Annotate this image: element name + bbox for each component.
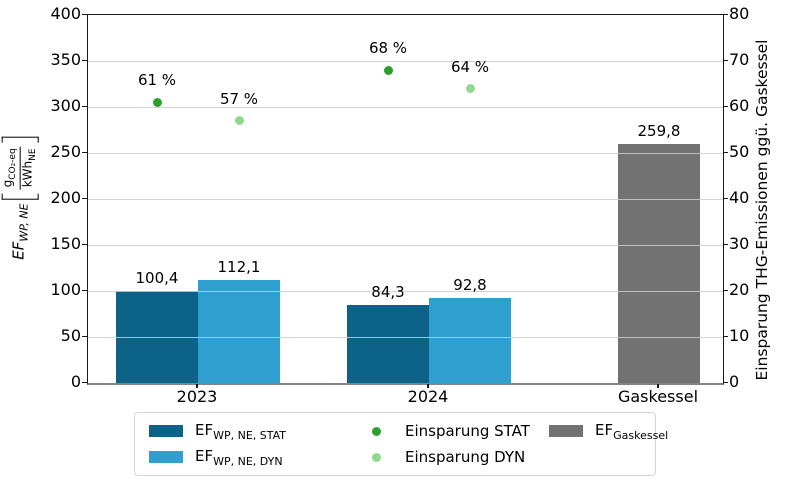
point-value-label: 64 % — [450, 57, 490, 76]
legend-swatch-icon — [149, 451, 183, 463]
legend-label: EFGaskessel — [595, 420, 669, 442]
right-tick-mark — [723, 289, 728, 291]
legend-label: Einsparung STAT — [405, 422, 530, 440]
point-einsparung-stat — [152, 97, 162, 107]
left-axis-tick-label: 0 — [70, 372, 81, 391]
bar-ef-gaskessel — [618, 143, 700, 383]
left-axis-tick-label: 400 — [50, 4, 81, 23]
left-axis-tick-label: 250 — [50, 142, 81, 161]
bar-ef-wp-ne-stat — [116, 290, 198, 383]
right-tick-mark — [723, 335, 728, 337]
right-tick-mark — [723, 13, 728, 15]
right-axis-tick-label: 60 — [729, 96, 750, 115]
left-tick-mark — [82, 289, 87, 291]
gridline — [88, 107, 723, 108]
gridline — [88, 337, 723, 338]
point-value-label: 61 % — [137, 71, 177, 90]
legend-item-ef-wp-ne-dyn: EFWP, NE, DYN — [149, 444, 359, 470]
legend-dot-icon — [359, 426, 393, 436]
gridline — [88, 153, 723, 154]
x-axis-tick-label: 2023 — [176, 387, 218, 406]
gridline — [88, 61, 723, 62]
bar-value-label: 92,8 — [453, 275, 487, 294]
left-tick-mark — [82, 151, 87, 153]
bar-ef-wp-ne-dyn — [198, 279, 280, 383]
left-tick-mark — [82, 105, 87, 107]
right-axis-tick-label: 80 — [729, 4, 750, 23]
right-bracket — [1, 136, 39, 143]
legend-item-ef-gaskessel: EFGaskessel — [549, 418, 668, 444]
plot-area: 100,4 84,3 112,1 92,8 259,8 61 % 68 % 57 % 64 % — [87, 14, 724, 385]
bottom-tick-mark — [657, 384, 659, 388]
right-tick-mark — [723, 105, 728, 107]
right-axis-tick-label: 20 — [729, 280, 750, 299]
left-tick-mark — [82, 335, 87, 337]
right-axis-tick-label: 30 — [729, 234, 750, 253]
gridline — [88, 245, 723, 246]
left-axis-tick-label: 100 — [50, 280, 81, 299]
left-axis-tick-label: 50 — [60, 326, 81, 345]
gridline — [88, 199, 723, 200]
x-axis-tick-label: 2024 — [407, 387, 449, 406]
right-axis-tick-label: 0 — [729, 372, 740, 391]
legend-item-einsparung-dyn: Einsparung DYN — [359, 444, 549, 470]
left-axis-label: EFWP, NE gCO₂-eq kWhNE — [1, 136, 39, 260]
bar-ef-wp-ne-dyn — [429, 297, 511, 383]
right-tick-mark — [723, 243, 728, 245]
right-axis-tick-label: 50 — [729, 142, 750, 161]
point-einsparung-dyn — [465, 84, 475, 94]
right-tick-mark — [723, 59, 728, 61]
color-swatch — [549, 425, 583, 437]
legend-swatch-icon — [149, 425, 183, 437]
right-axis-tick-label: 40 — [729, 188, 750, 207]
color-dot — [371, 452, 381, 462]
bar-value-label: 112,1 — [217, 257, 261, 276]
left-tick-mark — [82, 13, 87, 15]
left-axis-unit-fraction: gCO₂-eq kWhNE — [1, 146, 39, 190]
bottom-tick-mark — [427, 384, 429, 388]
bar-value-label: 100,4 — [135, 268, 179, 287]
left-axis-tick-label: 200 — [50, 188, 81, 207]
color-swatch — [149, 451, 183, 463]
left-tick-mark — [82, 243, 87, 245]
legend-label: EFWP, NE, DYN — [195, 446, 283, 468]
bar-value-label: 259,8 — [637, 121, 681, 140]
left-axis-tick-label: 150 — [50, 234, 81, 253]
left-axis-label-symbol: EFWP, NE — [9, 203, 31, 260]
right-tick-mark — [723, 151, 728, 153]
legend-label: EFWP, NE, STAT — [195, 420, 287, 442]
legend-swatch-icon — [549, 425, 583, 437]
fraction-denominator: kWhNE — [20, 148, 38, 188]
point-value-label: 68 % — [368, 39, 408, 58]
left-axis-tick-label: 350 — [50, 50, 81, 69]
bar-ef-wp-ne-stat — [347, 305, 429, 383]
right-tick-mark — [723, 381, 728, 383]
left-axis-tick-label: 300 — [50, 96, 81, 115]
left-tick-mark — [82, 381, 87, 383]
legend: EFWP, NE, STAT EFWP, NE, DYN Einsparung ST… — [134, 412, 668, 476]
gridline — [88, 291, 723, 292]
legend-item-ef-wp-ne-stat: EFWP, NE, STAT — [149, 418, 359, 444]
legend-dot-icon — [359, 452, 393, 462]
right-axis-tick-label: 70 — [729, 50, 750, 69]
left-tick-mark — [82, 197, 87, 199]
legend-label: Einsparung DYN — [405, 448, 526, 466]
left-tick-mark — [82, 59, 87, 61]
right-axis-tick-label: 10 — [729, 326, 750, 345]
left-bracket — [1, 193, 39, 200]
point-einsparung-stat — [383, 65, 393, 75]
point-value-label: 57 % — [219, 89, 259, 108]
color-swatch — [149, 425, 183, 437]
x-axis-tick-label: Gaskessel — [617, 387, 699, 406]
color-dot — [371, 426, 381, 436]
right-tick-mark — [723, 197, 728, 199]
point-einsparung-dyn — [234, 116, 244, 126]
legend-item-einsparung-stat: Einsparung STAT — [359, 418, 549, 444]
bottom-tick-mark — [196, 384, 198, 388]
fraction-numerator: gCO₂-eq — [1, 146, 21, 190]
bar-value-label: 84,3 — [371, 283, 405, 302]
legend-spacer — [549, 444, 668, 470]
